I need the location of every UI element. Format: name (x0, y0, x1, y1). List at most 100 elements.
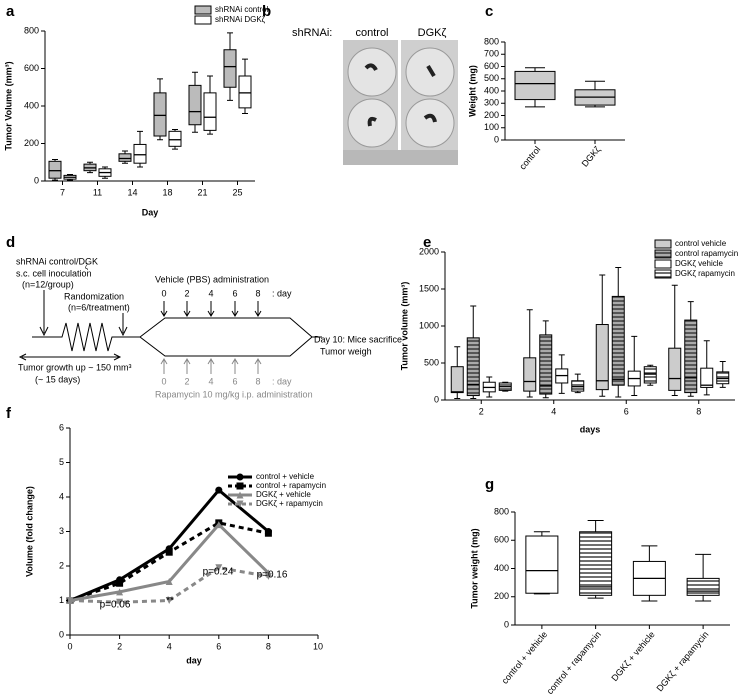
y-tick-label: 400 (24, 100, 39, 110)
diagram-day: 4 (208, 376, 213, 386)
y-tick-label: 4 (59, 491, 64, 501)
whisker-high (526, 309, 533, 358)
diagram-day: : day (272, 288, 292, 298)
whisker-high (671, 284, 678, 349)
box (668, 347, 682, 391)
y-tick-label: 0 (494, 134, 499, 144)
photo-column: control (355, 27, 388, 39)
y-tick-label: 6 (59, 422, 64, 432)
box (716, 371, 730, 385)
x-tick-label: 2 (479, 406, 484, 416)
whisker-low (207, 130, 213, 135)
panel-label: d (6, 234, 15, 251)
legend-swatch (654, 259, 672, 269)
diagram-text: Tumor growth up ~ 150 mm³ (18, 362, 131, 372)
legend-label: DGKζ vehicle (675, 259, 724, 268)
diagram-text: Randomization (64, 291, 124, 301)
marker (165, 548, 173, 556)
whisker-high (227, 32, 233, 50)
whisker-high (687, 301, 694, 321)
box (523, 357, 537, 392)
photo-column: DGKζ (418, 27, 447, 39)
y-axis-label: Tumor Volume (mm³) (3, 61, 13, 150)
box (238, 75, 252, 109)
panel-label: b (262, 3, 271, 20)
legend-label: control + rapamycin (256, 481, 326, 490)
marker (116, 598, 124, 606)
x-axis-label: Day (142, 207, 159, 217)
x-tick-label: 21 (197, 187, 207, 197)
whisker-high (719, 361, 726, 372)
whisker-low (242, 107, 248, 114)
marker (236, 491, 244, 499)
x-tick-label: 8 (266, 641, 271, 651)
legend-label: control rapamycin (675, 249, 738, 258)
x-axis-label: days (580, 424, 601, 434)
whisker-low (671, 390, 678, 397)
y-tick-label: 500 (484, 73, 499, 83)
y-tick-label: 0 (59, 629, 64, 639)
whisker-high (599, 274, 606, 325)
x-tick-label: 11 (93, 187, 102, 197)
annotation: p=0.06 (100, 600, 131, 611)
whisker-high (525, 67, 545, 72)
x-tick-label: 10 (313, 641, 323, 651)
marker (264, 529, 272, 537)
x-tick-label: 0 (67, 641, 72, 651)
x-tick-label: 8 (696, 406, 701, 416)
diagram-text: Day 10: Mice sacrifice (314, 334, 402, 344)
whisker-high (454, 346, 461, 367)
diagram-day: 6 (232, 288, 237, 298)
whisker-high (542, 320, 549, 335)
diagram-text: Vehicle (PBS) administration (155, 274, 269, 284)
y-tick-label: 200 (484, 110, 499, 120)
whisker-low (558, 382, 565, 394)
whisker-low (641, 595, 658, 602)
y-tick-label: 600 (484, 61, 499, 71)
photo (343, 40, 458, 165)
box (203, 92, 217, 131)
whisker-high (486, 376, 493, 383)
legend-label: DGKζ + vehicle (256, 490, 311, 499)
whisker-low (192, 124, 198, 133)
x-tick-label: control (517, 144, 542, 171)
legend-label: DGKζ + rapamycin (256, 499, 323, 508)
y-tick-label: 0 (34, 175, 39, 185)
annotation: p=0.24 (203, 567, 234, 578)
y-tick-label: 800 (494, 506, 509, 516)
whisker-high (137, 130, 143, 145)
y-tick-label: 400 (484, 85, 499, 95)
diagram-text: (n=6/treatment) (68, 302, 130, 312)
diagram-text: Rapamycin 10 mg/kg i.p. administration (155, 389, 313, 399)
diagram-day: 2 (184, 288, 189, 298)
y-tick-label: 100 (484, 122, 499, 132)
x-tick-label: DGKζ (580, 144, 603, 168)
whisker-low (615, 385, 622, 398)
x-tick-label: 2 (117, 641, 122, 651)
x-tick-label: 7 (60, 187, 65, 197)
marker (236, 500, 244, 508)
box (118, 153, 132, 162)
diagram-day: 4 (208, 288, 213, 298)
y-axis-label: Weight (mg) (467, 65, 477, 117)
marker (66, 597, 74, 604)
whisker-high (615, 267, 622, 297)
whisker-high (641, 545, 658, 562)
y-tick-label: 2000 (419, 246, 439, 256)
box (466, 337, 480, 397)
box (153, 92, 167, 137)
x-tick-label: 4 (551, 406, 556, 416)
y-tick-label: 800 (24, 25, 39, 35)
diagram-day: 6 (232, 376, 237, 386)
legend-label: control vehicle (675, 239, 727, 248)
y-tick-label: 5 (59, 457, 64, 467)
legend-label: shRNAi control (215, 5, 269, 14)
annotation: p=0.16 (257, 570, 288, 581)
marker (236, 473, 244, 481)
whisker-low (486, 391, 493, 398)
box (595, 324, 609, 391)
whisker-high (574, 373, 581, 381)
legend-swatch (654, 269, 672, 279)
diagram-day: 8 (255, 376, 260, 386)
